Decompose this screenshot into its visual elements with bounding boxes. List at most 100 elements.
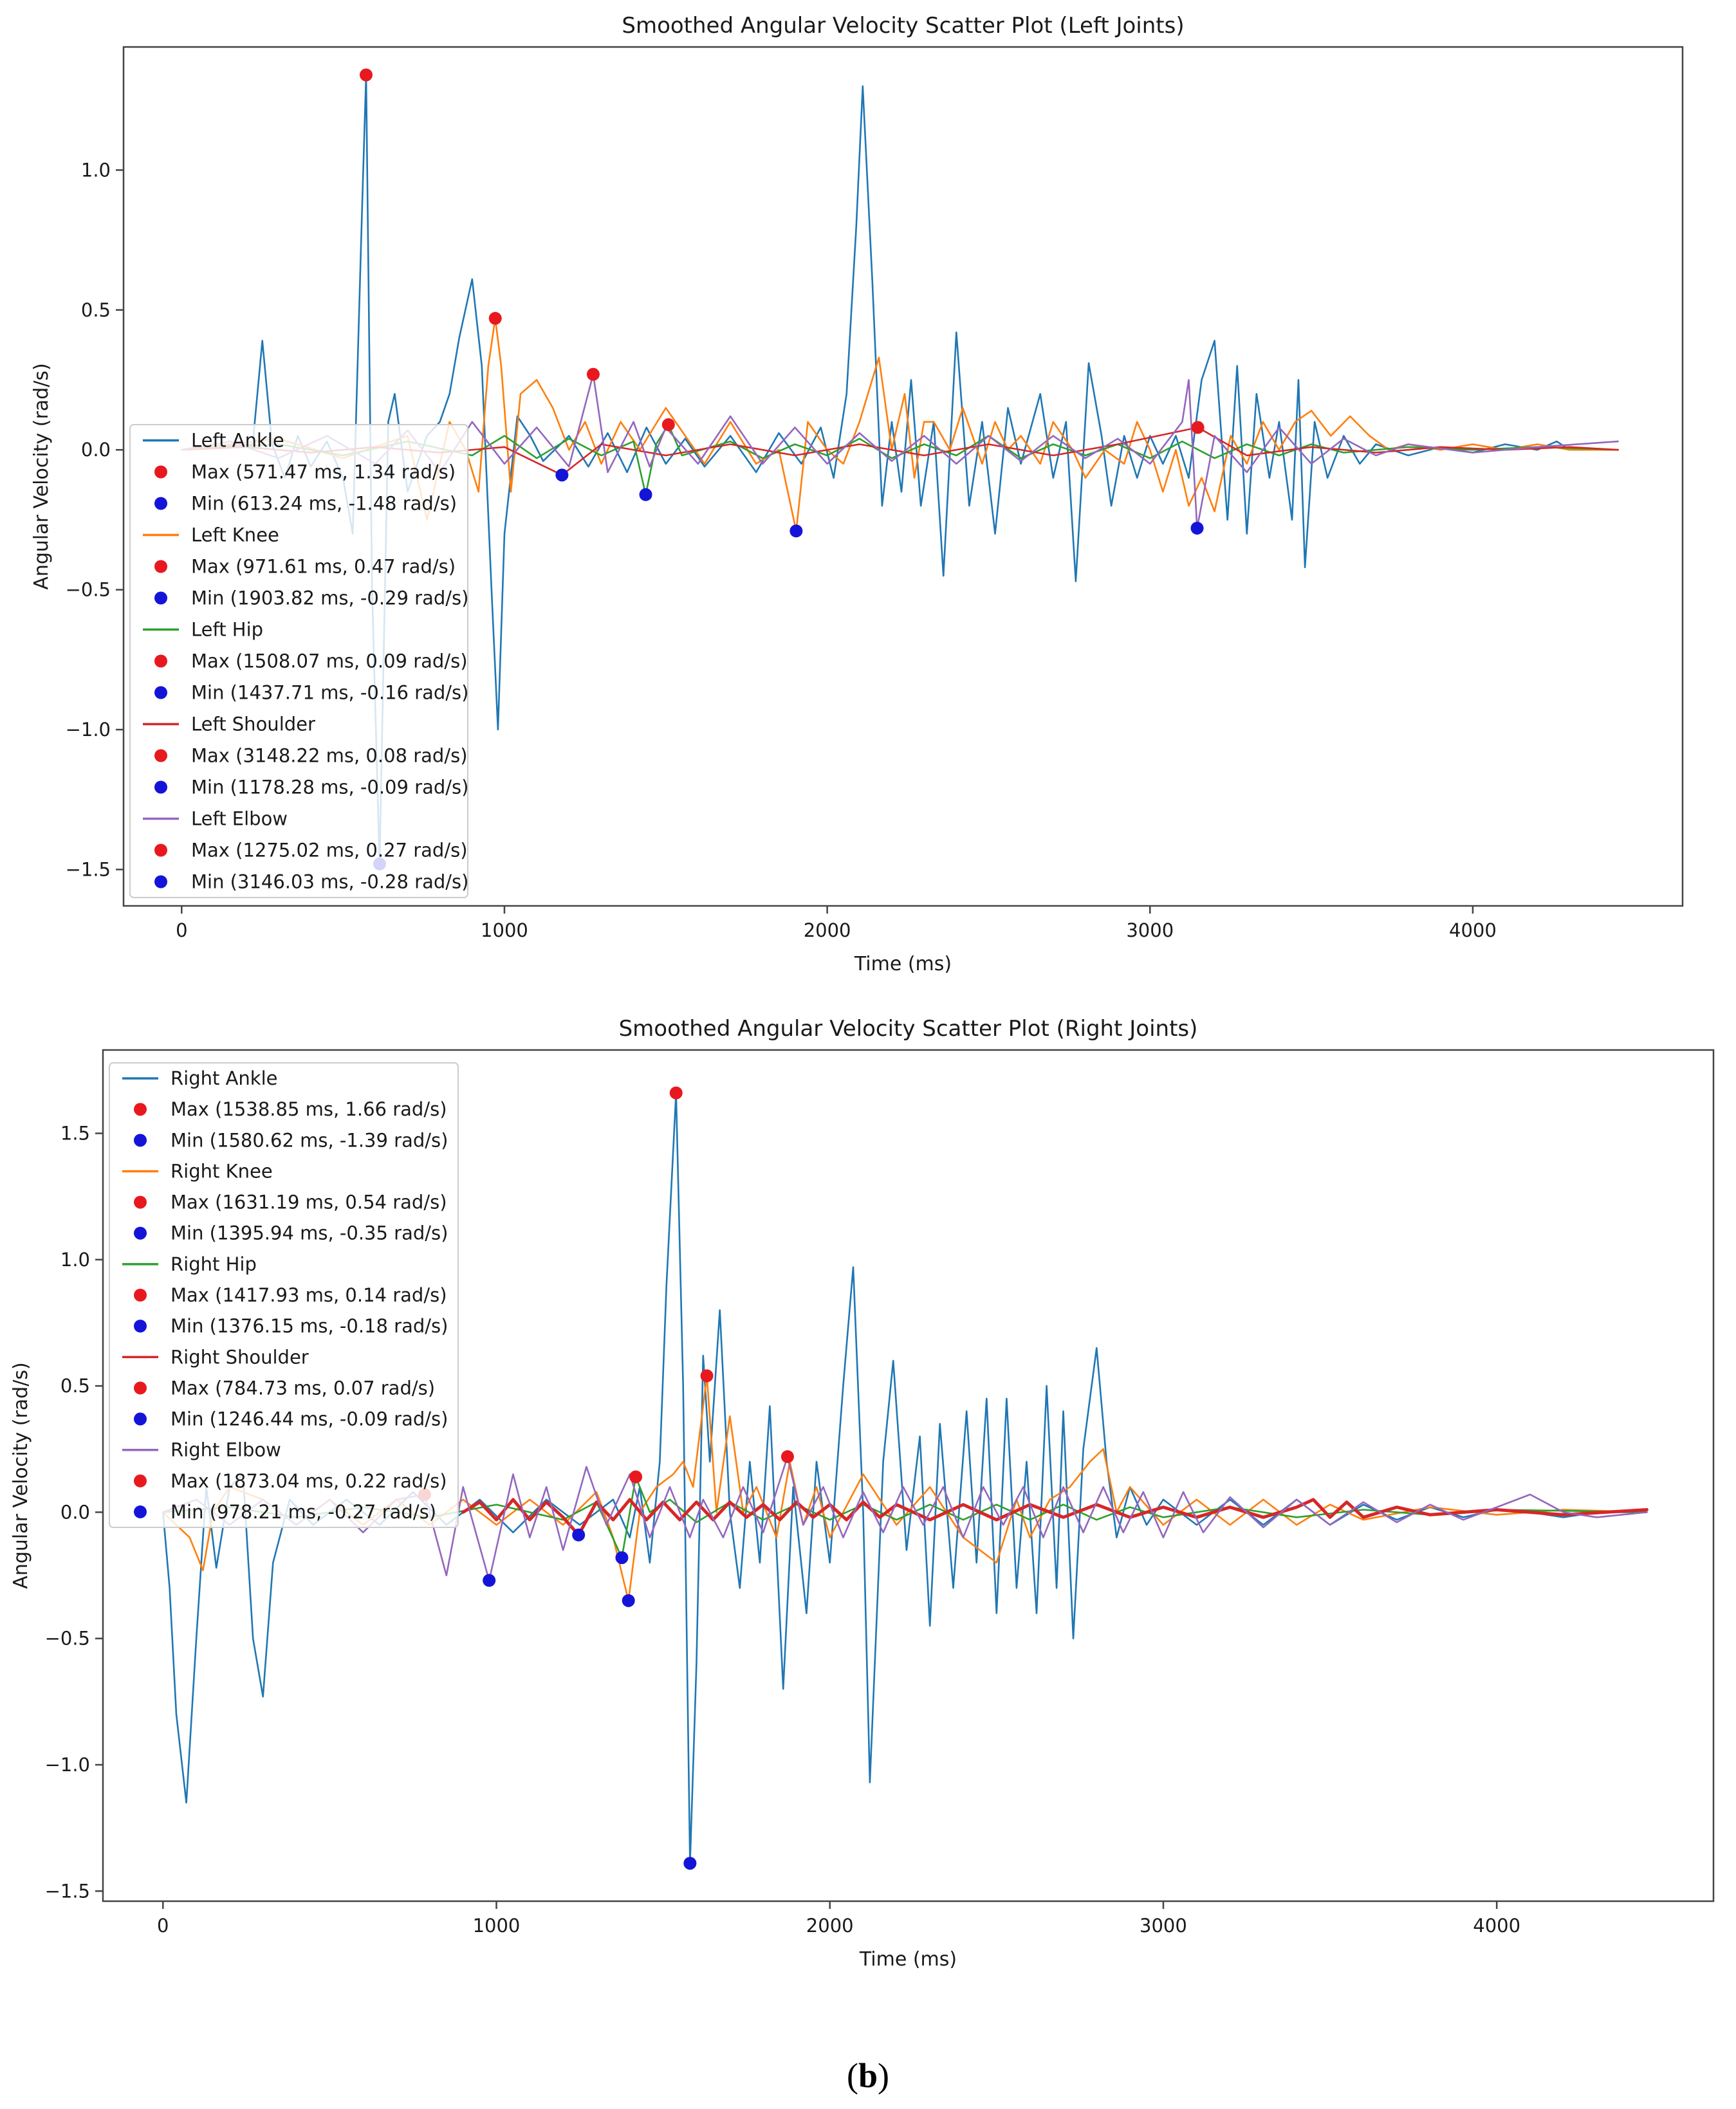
y-tick-label: −0.5 — [66, 579, 111, 601]
legend-label: Left Ankle — [191, 430, 284, 452]
y-tick-label: 0.0 — [81, 439, 111, 461]
legend-label: Max (1508.07 ms, 0.09 rad/s) — [191, 650, 468, 672]
legend-label: Min (1437.71 ms, -0.16 rad/s) — [191, 682, 468, 704]
legend-max-swatch — [134, 1474, 147, 1487]
x-tick-label: 0 — [176, 919, 187, 941]
y-tick-label: −1.0 — [66, 719, 111, 741]
max-point-right-knee — [700, 1369, 714, 1383]
min-point-right-elbow — [483, 1574, 496, 1587]
series-lines — [162, 1092, 1648, 1865]
chart-2: Smoothed Angular Velocity Scatter Plot (… — [10, 1016, 1715, 1971]
x-tick-label: 0 — [157, 1915, 169, 1937]
legend-label: Max (1417.93 ms, 0.14 rad/s) — [171, 1284, 447, 1306]
legend-max-swatch — [134, 1289, 147, 1302]
legend-label: Left Knee — [191, 524, 279, 546]
legend-min-swatch — [154, 686, 167, 699]
legend-max-swatch — [154, 749, 167, 762]
x-tick-label: 4000 — [1449, 919, 1497, 941]
min-point-right-hip — [615, 1551, 629, 1565]
max-point-left-hip — [661, 418, 675, 432]
x-axis-label: Time (ms) — [859, 1948, 957, 1971]
y-tick-label: −0.5 — [45, 1628, 90, 1650]
chart-title: Smoothed Angular Velocity Scatter Plot (… — [619, 1016, 1198, 1042]
legend-max-swatch — [154, 560, 167, 573]
legend-max-swatch — [154, 654, 167, 668]
legend-box — [129, 424, 468, 898]
legend-label: Right Shoulder — [171, 1346, 309, 1368]
series-line-left-hip — [181, 423, 1619, 496]
caption-open-paren: ( — [846, 2056, 858, 2095]
legend-min-swatch — [134, 1412, 147, 1426]
max-point-left-ankle — [359, 68, 373, 82]
chart-title: Smoothed Angular Velocity Scatter Plot (… — [622, 13, 1184, 39]
y-tick-label: 0.0 — [60, 1501, 90, 1523]
y-tick-label: −1.5 — [66, 858, 111, 880]
max-point-left-elbow — [586, 367, 600, 381]
legend-min-swatch — [134, 1226, 147, 1240]
legend-label: Max (784.73 ms, 0.07 rad/s) — [171, 1377, 435, 1399]
legend: Right Ankle Max (1538.85 ms, 1.66 rad/s) M… — [109, 1062, 459, 1528]
y-tick-label: 0.5 — [81, 299, 111, 321]
y-tick-label: −1.0 — [45, 1754, 90, 1776]
legend-label: Min (978.21 ms, -0.27 rad/s) — [171, 1501, 436, 1523]
legend-label: Min (3146.03 ms, -0.28 rad/s) — [191, 871, 468, 893]
legend-label: Max (1538.85 ms, 1.66 rad/s) — [171, 1098, 447, 1120]
axes-frame — [102, 1049, 1715, 1902]
x-tick-label: 1000 — [481, 919, 528, 941]
figure-caption: (b) — [0, 2056, 1736, 2095]
max-point-right-elbow — [780, 1450, 794, 1464]
series-line-left-knee — [181, 317, 1619, 532]
axes-frame — [122, 46, 1684, 907]
legend-min-swatch — [154, 875, 167, 889]
legend-min-swatch — [134, 1320, 147, 1333]
min-point-right-shoulder — [572, 1528, 586, 1542]
caption-label: b — [858, 2056, 878, 2095]
y-tick-label: 1.0 — [81, 159, 111, 181]
max-point-right-hip — [629, 1470, 643, 1484]
min-point-right-ankle — [683, 1857, 697, 1870]
caption-close-paren: ) — [878, 2056, 889, 2095]
legend-min-swatch — [134, 1134, 147, 1147]
legend-label: Min (1395.94 ms, -0.35 rad/s) — [171, 1222, 448, 1244]
legend-label: Right Ankle — [171, 1067, 278, 1089]
y-tick-label: 1.0 — [60, 1249, 90, 1271]
min-point-right-knee — [622, 1594, 635, 1607]
legend-box — [109, 1062, 459, 1528]
chart-1: Smoothed Angular Velocity Scatter Plot (… — [30, 13, 1684, 975]
legend-label: Left Shoulder — [191, 714, 315, 735]
min-point-left-elbow — [1190, 521, 1204, 535]
min-point-left-hip — [639, 488, 652, 501]
y-tick-label: 0.5 — [60, 1375, 90, 1397]
x-tick-label: 2000 — [804, 919, 851, 941]
y-tick-label: 1.5 — [60, 1123, 90, 1145]
legend-label: Max (1631.19 ms, 0.54 rad/s) — [171, 1192, 447, 1213]
legend-label: Max (1275.02 ms, 0.27 rad/s) — [191, 840, 468, 861]
x-axis-label: Time (ms) — [854, 953, 952, 975]
legend-label: Right Hip — [171, 1253, 257, 1275]
legend-label: Min (613.24 ms, -1.48 rad/s) — [191, 493, 457, 515]
y-axis-label: Angular Velocity (rad/s) — [30, 363, 53, 589]
legend-label: Max (971.61 ms, 0.47 rad/s) — [191, 556, 456, 578]
y-axis-label: Angular Velocity (rad/s) — [10, 1362, 32, 1589]
legend-label: Min (1178.28 ms, -0.09 rad/s) — [191, 777, 468, 798]
max-point-left-shoulder — [1191, 421, 1205, 434]
x-tick-label: 4000 — [1473, 1915, 1520, 1937]
legend-label: Min (1580.62 ms, -1.39 rad/s) — [171, 1129, 448, 1151]
legend-label: Max (571.47 ms, 1.34 rad/s) — [191, 461, 456, 483]
legend-max-swatch — [154, 465, 167, 479]
legend-label: Max (1873.04 ms, 0.22 rad/s) — [171, 1470, 447, 1492]
legend-label: Left Hip — [191, 619, 263, 641]
min-point-left-knee — [790, 524, 803, 538]
series-line-right-hip — [162, 1476, 1648, 1559]
legend-label: Max (3148.22 ms, 0.08 rad/s) — [191, 745, 468, 767]
legend-max-swatch — [154, 843, 167, 857]
legend-min-swatch — [154, 780, 167, 794]
series-line-right-elbow — [162, 1455, 1648, 1581]
x-tick-label: 3000 — [1140, 1915, 1187, 1937]
y-tick-label: −1.5 — [45, 1880, 90, 1902]
max-point-right-ankle — [669, 1086, 683, 1100]
legend-max-swatch — [134, 1381, 147, 1395]
legend-label: Right Elbow — [171, 1439, 281, 1461]
max-point-left-knee — [488, 311, 502, 325]
